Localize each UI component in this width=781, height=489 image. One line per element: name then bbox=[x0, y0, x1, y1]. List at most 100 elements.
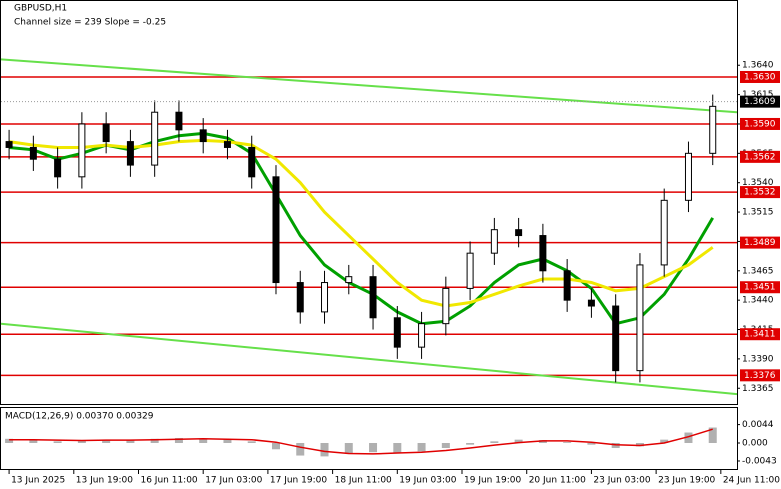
level-label: 1.3376 bbox=[744, 371, 776, 381]
candle-body bbox=[78, 123, 86, 178]
candle-body bbox=[466, 252, 474, 289]
histogram-bar bbox=[53, 441, 62, 443]
histogram-bar bbox=[199, 438, 208, 443]
histogram-bar bbox=[466, 443, 475, 445]
candle-body bbox=[636, 264, 644, 372]
x-tick-label: 23 Jun 19:00 bbox=[658, 476, 715, 486]
line-series bbox=[8, 131, 714, 326]
level-box bbox=[740, 150, 780, 163]
candle-body bbox=[102, 123, 110, 143]
macd-title: MACD(12,26,9) 0.00370 0.00329 bbox=[5, 412, 154, 422]
histogram-bar bbox=[5, 438, 14, 443]
level-box bbox=[740, 236, 780, 249]
level-box bbox=[740, 186, 780, 199]
level-label: 1.3489 bbox=[744, 238, 776, 248]
current-price-box bbox=[740, 95, 780, 108]
x-tick-label: 17 Jun 19:00 bbox=[270, 476, 327, 486]
y-tick-label: 1.3365 bbox=[742, 384, 774, 394]
histogram-bar bbox=[223, 439, 232, 443]
histogram-bar bbox=[490, 441, 499, 443]
candle-body bbox=[442, 287, 450, 325]
level-box bbox=[740, 117, 780, 130]
candle-body bbox=[587, 299, 595, 307]
histogram-bar bbox=[344, 443, 353, 454]
candle-body bbox=[539, 235, 547, 272]
candle-body bbox=[369, 276, 377, 319]
histogram-bar bbox=[29, 439, 38, 443]
x-tick-label: 24 Jun 11:00 bbox=[723, 476, 780, 486]
level-box bbox=[740, 369, 780, 382]
candle-body bbox=[29, 146, 37, 160]
x-tick-label: 13 Jun 19:00 bbox=[76, 476, 133, 486]
line-series bbox=[0, 58, 738, 114]
candle-body bbox=[345, 276, 353, 284]
level-label: 1.3590 bbox=[744, 119, 776, 129]
candle-body bbox=[126, 141, 134, 166]
histogram-bar bbox=[296, 443, 305, 456]
level-label: 1.3532 bbox=[744, 188, 776, 198]
x-tick-label: 18 Jun 11:00 bbox=[335, 476, 392, 486]
candle-body bbox=[612, 305, 620, 372]
histogram-bar bbox=[247, 441, 256, 443]
y-tick-label: 1.3440 bbox=[742, 296, 774, 306]
histogram-bar bbox=[369, 443, 378, 453]
y-tick-label: 1.3540 bbox=[742, 178, 774, 188]
macd-panel bbox=[0, 407, 738, 470]
histogram-bar bbox=[150, 438, 159, 443]
line-series bbox=[0, 322, 738, 396]
y-tick-label: 1.3515 bbox=[742, 208, 774, 218]
candle-body bbox=[418, 323, 426, 348]
histogram-bar bbox=[77, 440, 86, 443]
y-tick-label: 1.3615 bbox=[742, 90, 774, 100]
line-series bbox=[8, 138, 714, 308]
y-tick-label: 1.3640 bbox=[742, 61, 774, 71]
x-tick-label: 20 Jun 11:00 bbox=[529, 476, 586, 486]
level-box bbox=[740, 328, 780, 341]
candle-body bbox=[563, 270, 571, 301]
chart-subtitle: Channel size = 239 Slope = -0.25 bbox=[14, 18, 166, 28]
candle-body bbox=[684, 152, 692, 201]
histogram-bar bbox=[417, 443, 426, 452]
level-label: 1.3451 bbox=[744, 283, 776, 293]
histogram-bar bbox=[441, 443, 450, 449]
histogram-bar bbox=[514, 439, 523, 443]
level-box bbox=[740, 281, 780, 294]
y-tick-label: -0.0043 bbox=[742, 456, 777, 466]
signal-line bbox=[9, 428, 713, 455]
candle-body bbox=[515, 229, 523, 237]
x-tick-label: 19 Jun 19:00 bbox=[464, 476, 521, 486]
histogram-bar bbox=[320, 443, 329, 457]
histogram-bar bbox=[708, 427, 717, 443]
candle-body bbox=[321, 282, 329, 313]
candle-body bbox=[248, 146, 256, 178]
candle-body bbox=[709, 105, 717, 154]
y-tick-label: 1.3465 bbox=[742, 266, 774, 276]
candle-body bbox=[54, 158, 62, 178]
level-label: 1.3630 bbox=[744, 72, 776, 82]
level-box bbox=[740, 70, 780, 83]
current-price-label: 1.3609 bbox=[744, 97, 776, 107]
histogram-bar bbox=[660, 439, 669, 443]
level-label: 1.3562 bbox=[744, 152, 776, 162]
candle-body bbox=[151, 111, 159, 166]
x-tick-label: 13 Jun 2025 bbox=[11, 476, 65, 486]
histogram-bar bbox=[611, 443, 620, 449]
candle-body bbox=[490, 229, 498, 254]
candle-body bbox=[5, 141, 13, 148]
x-tick-label: 19 Jun 03:00 bbox=[399, 476, 456, 486]
candle-body bbox=[272, 176, 280, 284]
candle-body bbox=[199, 129, 207, 143]
candle-body bbox=[296, 282, 304, 313]
price-panel bbox=[0, 0, 738, 405]
candle-body bbox=[660, 199, 668, 266]
x-tick-label: 17 Jun 03:00 bbox=[205, 476, 262, 486]
histogram-bar bbox=[684, 432, 693, 443]
x-tick-label: 23 Jun 03:00 bbox=[593, 476, 650, 486]
histogram-bar bbox=[563, 442, 572, 443]
chart-title: GBPUSD,H1 bbox=[14, 4, 67, 14]
y-tick-label: 0.0044 bbox=[742, 420, 774, 430]
candle-body bbox=[393, 317, 401, 348]
histogram-bar bbox=[271, 443, 280, 450]
histogram-bar bbox=[587, 443, 596, 445]
